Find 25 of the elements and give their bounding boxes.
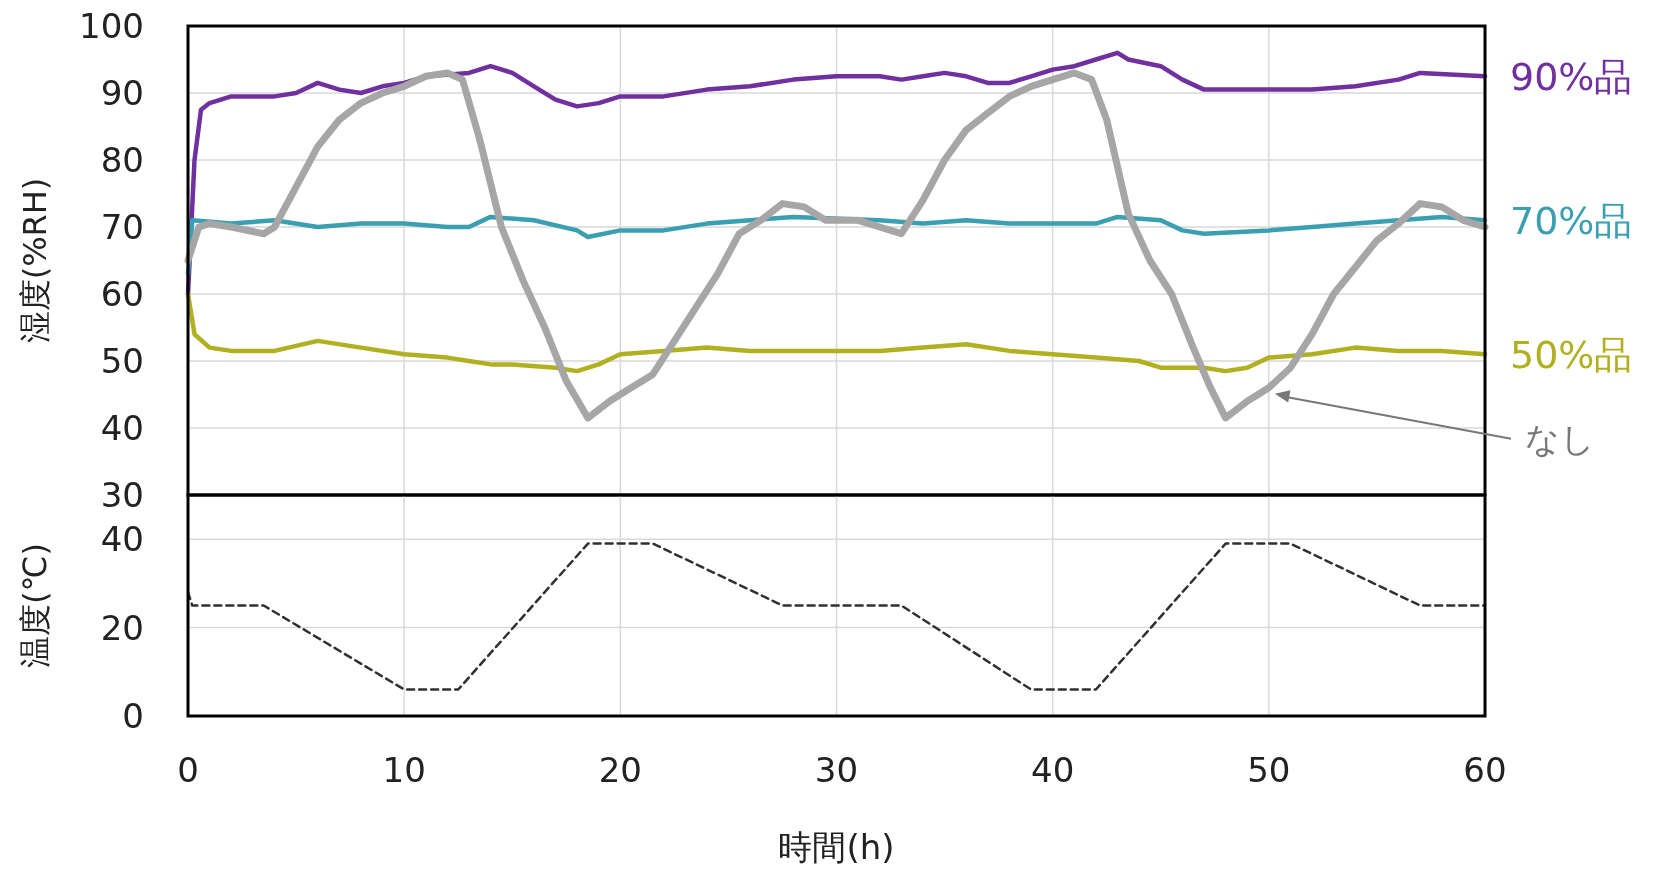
y-tick-label: 70 bbox=[100, 207, 144, 247]
x-tick-label: 20 bbox=[598, 750, 642, 790]
x-tick-label: 0 bbox=[177, 750, 199, 790]
y-tick-label: 80 bbox=[100, 140, 144, 180]
series-label: 50%品 bbox=[1510, 333, 1633, 378]
x-tick-label: 60 bbox=[1463, 750, 1507, 790]
text: なし bbox=[1525, 418, 1595, 459]
y-axis-title: 湿度(%RH) bbox=[16, 177, 54, 344]
x-axis-title: 時間(h) bbox=[778, 827, 895, 867]
y-tick-label: 90 bbox=[100, 73, 144, 113]
y-axis-title: 温度(℃) bbox=[16, 543, 54, 668]
series-label: 70%品 bbox=[1510, 199, 1633, 244]
x-tick-label: 40 bbox=[1031, 750, 1075, 790]
y-tick-label: 0 bbox=[122, 696, 144, 736]
x-tick-label: 10 bbox=[382, 750, 426, 790]
x-tick-label: 50 bbox=[1247, 750, 1291, 790]
x-tick-label: 30 bbox=[814, 750, 859, 790]
y-tick-label: 30 bbox=[100, 475, 144, 515]
y-tick-label: 40 bbox=[100, 408, 144, 448]
y-tick-label: 50 bbox=[100, 341, 144, 381]
y-tick-label: 60 bbox=[100, 274, 144, 314]
y-tick-label: 40 bbox=[100, 519, 144, 560]
y-tick-label: 100 bbox=[79, 6, 144, 46]
series-label: 90%品 bbox=[1510, 55, 1633, 100]
y-tick-label: 20 bbox=[100, 607, 144, 648]
